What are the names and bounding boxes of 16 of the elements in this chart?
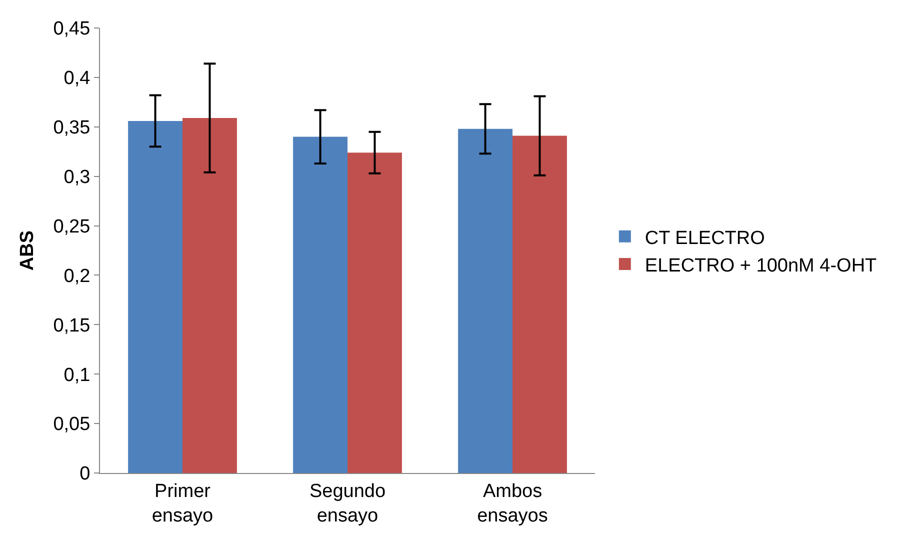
- legend-label: CT ELECTRO: [644, 228, 765, 249]
- legend-label: ELECTRO + 100nM 4-OHT: [644, 255, 878, 276]
- x-tick-label: Primer ensayo: [152, 480, 214, 526]
- x-tick-label: Segundo ensayo: [309, 480, 386, 526]
- y-tick-label: 0,25: [53, 216, 90, 238]
- y-axis-title: ABS: [17, 230, 38, 271]
- y-tick-label: 0,2: [64, 266, 90, 287]
- y-tick-label: 0,45: [53, 18, 90, 40]
- y-tick-label: 0,15: [53, 315, 90, 336]
- x-tick-label: Ambos ensayos: [477, 480, 548, 526]
- y-tick-label: 0,3: [64, 166, 90, 188]
- y-tick-label: 0,35: [53, 118, 90, 139]
- y-tick-label: 0,05: [53, 414, 90, 436]
- y-tick-label: 0,4: [64, 68, 91, 90]
- y-tick-label: 0,1: [64, 364, 90, 386]
- y-tick-label: 0: [80, 464, 90, 485]
